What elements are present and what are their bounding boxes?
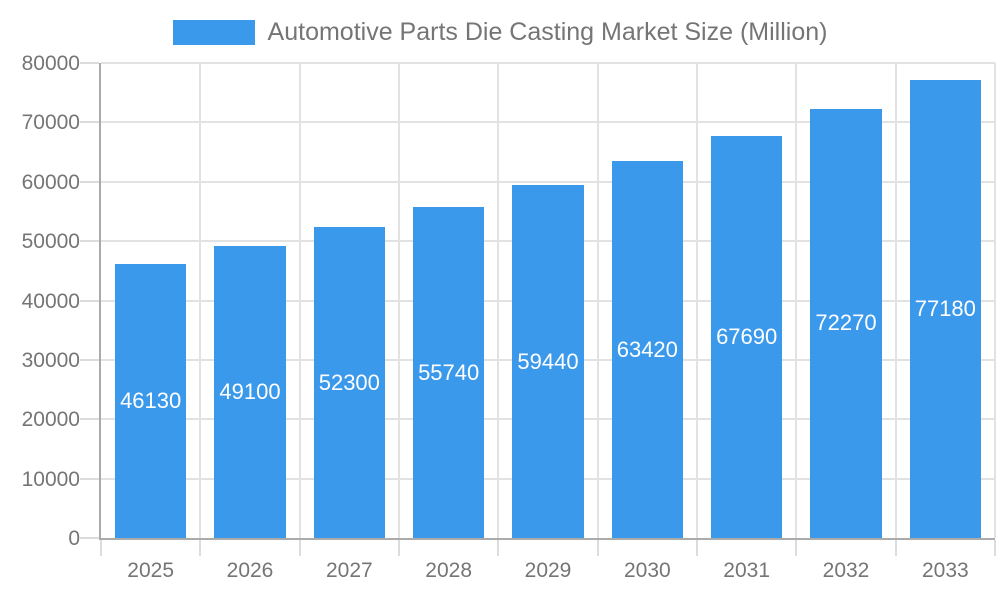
- bar-2026[interactable]: 49100: [214, 246, 286, 538]
- bar-value-label: 52300: [318, 369, 380, 395]
- y-axis-tick: [80, 62, 99, 64]
- gridline-horizontal: [101, 121, 995, 124]
- legend[interactable]: Automotive Parts Die Casting Market Size…: [0, 12, 1000, 52]
- gridline-vertical: [596, 63, 599, 538]
- x-axis-tick: [199, 540, 202, 556]
- x-axis-tick: [497, 540, 500, 556]
- legend-label: Automotive Parts Die Casting Market Size…: [267, 17, 828, 46]
- bar-2027[interactable]: 52300: [313, 227, 386, 538]
- x-axis-tick: [994, 540, 996, 556]
- x-axis-tick-label: 2030: [623, 559, 671, 582]
- y-axis-tick: [80, 240, 99, 243]
- bar-value-label: 72270: [815, 310, 877, 336]
- bar-value-label: 55740: [418, 359, 480, 385]
- y-axis-tick: [80, 418, 99, 421]
- bar-value-label: 67690: [716, 324, 778, 350]
- gridline-vertical: [696, 63, 698, 538]
- y-axis-tick: [80, 180, 99, 183]
- legend-swatch-icon: [172, 19, 255, 45]
- x-axis-tick-label: 2033: [921, 559, 969, 582]
- bar-value-label: 59440: [517, 348, 579, 374]
- bar-value-label: 49100: [219, 379, 281, 405]
- x-axis-tick: [100, 540, 102, 556]
- x-axis-tick: [398, 540, 400, 556]
- y-axis-tick-label: 80000: [21, 52, 80, 75]
- x-axis-tick: [596, 540, 599, 556]
- gridline-horizontal: [101, 62, 995, 64]
- bar-2025[interactable]: 46130: [114, 264, 187, 538]
- x-axis-tick: [894, 540, 897, 556]
- y-axis-tick-label: 70000: [21, 111, 80, 135]
- x-axis-tick: [298, 540, 301, 556]
- x-axis-tick-label: 2027: [325, 559, 373, 582]
- y-axis-tick: [80, 121, 99, 124]
- y-axis-tick-label: 10000: [21, 467, 80, 491]
- gridline-vertical: [795, 63, 798, 538]
- x-axis-tick-label: 2025: [127, 559, 175, 582]
- x-axis-tick-label: 2031: [723, 559, 771, 582]
- gridline-horizontal: [101, 180, 995, 183]
- y-axis-tick: [80, 477, 99, 480]
- y-axis-tick-label: 20000: [21, 408, 80, 432]
- gridline-vertical: [894, 63, 897, 538]
- x-axis-tick: [795, 540, 798, 556]
- bar-2033[interactable]: 77180: [909, 79, 982, 538]
- gridline-vertical: [398, 63, 400, 538]
- y-axis-tick-label: 60000: [21, 170, 80, 194]
- plot-area: 46130 49100 52300 55740 59440 63420 67690 72270…: [80, 62, 996, 556]
- x-axis-tick: [696, 540, 698, 556]
- bar-value-label: 46130: [120, 388, 182, 414]
- y-axis-tick: [80, 299, 99, 302]
- gridline-vertical: [298, 63, 301, 538]
- y-axis-line: [99, 63, 101, 540]
- x-axis-tick-label: 2028: [425, 559, 473, 582]
- gridline-vertical: [199, 63, 202, 538]
- gridline-vertical: [497, 63, 500, 538]
- x-axis-line: [99, 538, 995, 540]
- y-axis-tick-label: 0: [68, 527, 80, 550]
- x-axis-tick-label: 2032: [822, 559, 870, 582]
- bar-2030[interactable]: 63420: [611, 161, 684, 538]
- bar-2029[interactable]: 59440: [512, 185, 584, 538]
- bar-2032[interactable]: 72270: [810, 108, 882, 538]
- y-axis-tick: [80, 358, 99, 361]
- x-axis-tick-label: 2026: [226, 559, 274, 582]
- bar-value-label: 77180: [914, 295, 976, 321]
- bar-2028[interactable]: 55740: [412, 207, 485, 538]
- bar-2031[interactable]: 67690: [710, 136, 783, 538]
- y-axis-tick-label: 40000: [21, 289, 80, 313]
- bar-value-label: 63420: [616, 336, 678, 362]
- x-axis-tick-label: 2029: [524, 559, 572, 582]
- y-axis-tick-label: 30000: [21, 348, 80, 372]
- gridline-vertical: [994, 63, 996, 538]
- y-axis-tick: [80, 537, 99, 539]
- y-axis-tick-label: 50000: [21, 230, 80, 254]
